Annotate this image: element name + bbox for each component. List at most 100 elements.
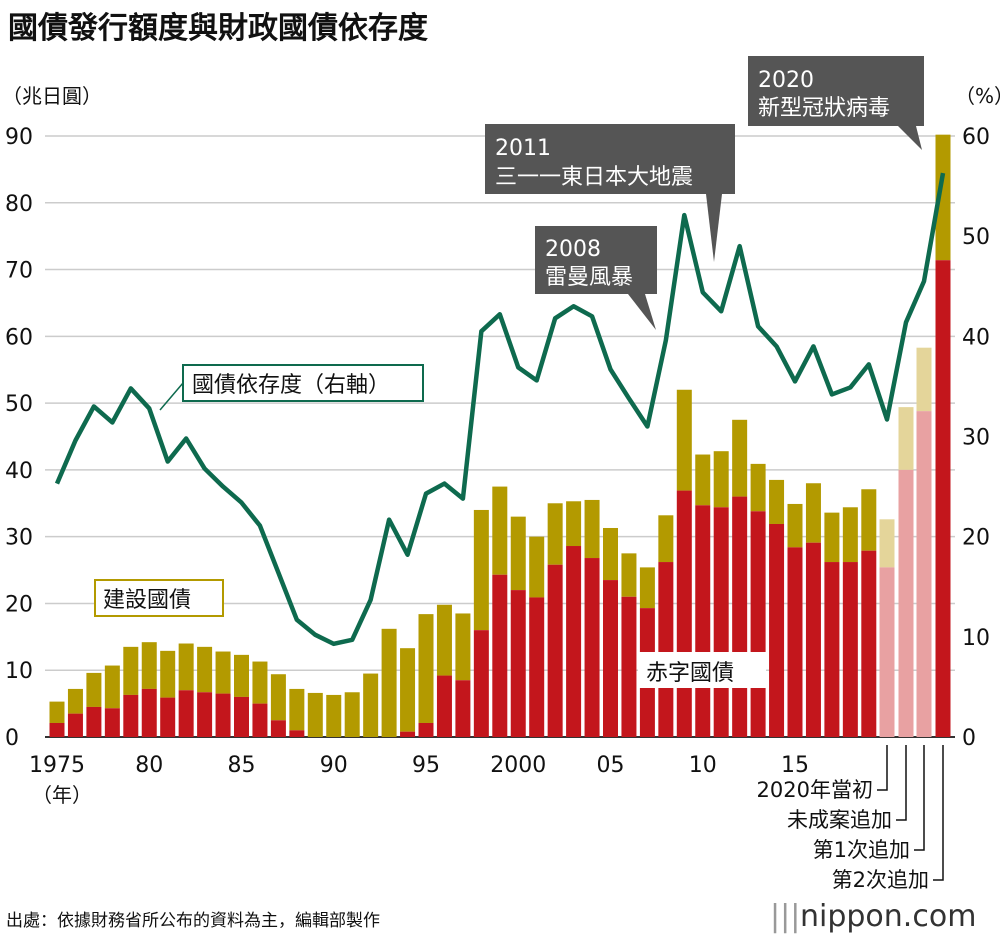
x-label-2020: 未成案追加 (787, 808, 892, 832)
y2-tick-label: 60 (962, 125, 990, 150)
bar-deficit-bond (197, 692, 213, 737)
bar-construction-bond (695, 454, 711, 506)
bar-construction-bond (621, 553, 637, 597)
bar-construction-bond (584, 499, 600, 559)
bar-deficit-bond (86, 706, 102, 737)
bar-deficit-bond (676, 490, 692, 737)
bar-deficit-bond (861, 550, 877, 737)
bar-construction-bond (436, 604, 452, 676)
label-deficit-bonds: 赤字國債 (638, 652, 766, 688)
y-tick-label: 90 (5, 125, 33, 150)
bar-deficit-bond (824, 562, 840, 737)
bar-construction-bond (473, 509, 489, 631)
x-tick-label: 15 (781, 753, 809, 778)
bar-construction-bond (916, 347, 932, 412)
bar-construction-bond (805, 483, 821, 543)
y2-tick-label: 0 (962, 726, 976, 751)
bar-construction-bond (400, 648, 416, 732)
bar-construction-bond (86, 672, 102, 707)
x-tick-label: 80 (135, 753, 163, 778)
x-label-2020: 第2次追加 (832, 868, 929, 892)
leader-line (896, 745, 907, 821)
y2-axis-label: （%） (955, 84, 1000, 108)
bar-deficit-bond (695, 505, 711, 737)
bar-deficit-bond (178, 690, 194, 737)
y-tick-label: 70 (5, 259, 33, 284)
bar-deficit-bond (270, 720, 286, 737)
bar-deficit-bond (289, 730, 305, 737)
bar-construction-bond (197, 646, 213, 693)
bar-construction-bond (215, 651, 231, 694)
bar-deficit-bond (529, 597, 545, 737)
bar-construction-bond (289, 688, 305, 731)
y2-tick-label: 40 (962, 325, 990, 350)
bar-deficit-bond (658, 562, 674, 737)
bar-construction-bond (639, 567, 655, 609)
bar-deficit-bond (252, 703, 268, 737)
bar-deficit-bond (234, 696, 249, 737)
bar-deficit-bond (123, 694, 139, 737)
bar-construction-bond (67, 688, 83, 714)
bar-deficit-bond (141, 688, 157, 737)
svg-text:2008: 2008 (545, 237, 601, 262)
svg-text:新型冠狀病毒: 新型冠狀病毒 (758, 96, 890, 121)
bar-deficit-bond (787, 547, 803, 737)
bar-deficit-bond (455, 680, 471, 737)
bar-construction-bond (344, 692, 360, 737)
bar-deficit-bond (67, 713, 83, 737)
bar-deficit-bond (104, 708, 120, 737)
bar-construction-bond (879, 519, 895, 568)
bar-deficit-bond (805, 542, 821, 737)
annotation-2008: 2008 雷曼風暴 (535, 226, 657, 330)
bar-construction-bond (603, 527, 618, 581)
x-tick-label: 95 (412, 753, 440, 778)
bar-deficit-bond (418, 722, 434, 737)
y-tick-label: 40 (5, 459, 33, 484)
bar-deficit-bond (769, 523, 785, 737)
bar-construction-bond (676, 389, 692, 491)
bar-construction-bond (750, 463, 766, 512)
bar-construction-bond (178, 643, 194, 691)
bar-deficit-bond (492, 574, 508, 737)
label-construction-bonds: 建設國債 (94, 579, 224, 617)
x-axis-unit: （年） (32, 783, 92, 807)
x-label-2020: 第1次追加 (813, 838, 910, 862)
brand-text: nippon.com (800, 899, 976, 934)
y2-tick-label: 10 (962, 626, 990, 651)
bar-deficit-bond (879, 567, 895, 737)
chart-title: 國債發行額度與財政國債依存度 (8, 11, 428, 46)
y-tick-label: 60 (5, 325, 33, 350)
leader-line (877, 745, 888, 791)
bar-construction-bond (824, 512, 840, 563)
annotation-2020: 2020 新型冠狀病毒 (748, 56, 924, 150)
bar-deficit-bond (400, 731, 416, 737)
x-tick-label: 05 (597, 753, 625, 778)
svg-text:2020: 2020 (758, 68, 814, 93)
bar-deficit-bond (510, 590, 526, 737)
bar-deficit-bond (547, 564, 563, 737)
x-tick-label: 85 (228, 753, 256, 778)
svg-text:2011: 2011 (495, 136, 551, 161)
svg-text:國債依存度（右軸）: 國債依存度（右軸） (192, 373, 390, 398)
svg-text:|||: ||| (770, 899, 800, 934)
x-tick-label: 10 (689, 753, 717, 778)
bar-construction-bond (547, 503, 563, 565)
svg-text:雷曼風暴: 雷曼風暴 (545, 265, 633, 290)
bar-construction-bond (141, 642, 157, 689)
bar-deficit-bond (584, 558, 600, 737)
bar-construction-bond (160, 650, 176, 698)
bar-construction-bond (418, 614, 434, 723)
bar-deficit-bond (566, 546, 582, 737)
y2-tick-label: 20 (962, 526, 990, 551)
leader-line (914, 745, 925, 851)
y-tick-label: 20 (5, 592, 33, 617)
svg-text:赤字國債: 赤字國債 (646, 661, 734, 686)
y2-tick-label: 50 (962, 225, 990, 250)
x-tick-label: 90 (320, 753, 348, 778)
y-tick-label: 10 (5, 659, 33, 684)
bar-construction-bond (270, 674, 286, 721)
bar-construction-bond (769, 479, 785, 524)
bar-deficit-bond (603, 580, 618, 737)
